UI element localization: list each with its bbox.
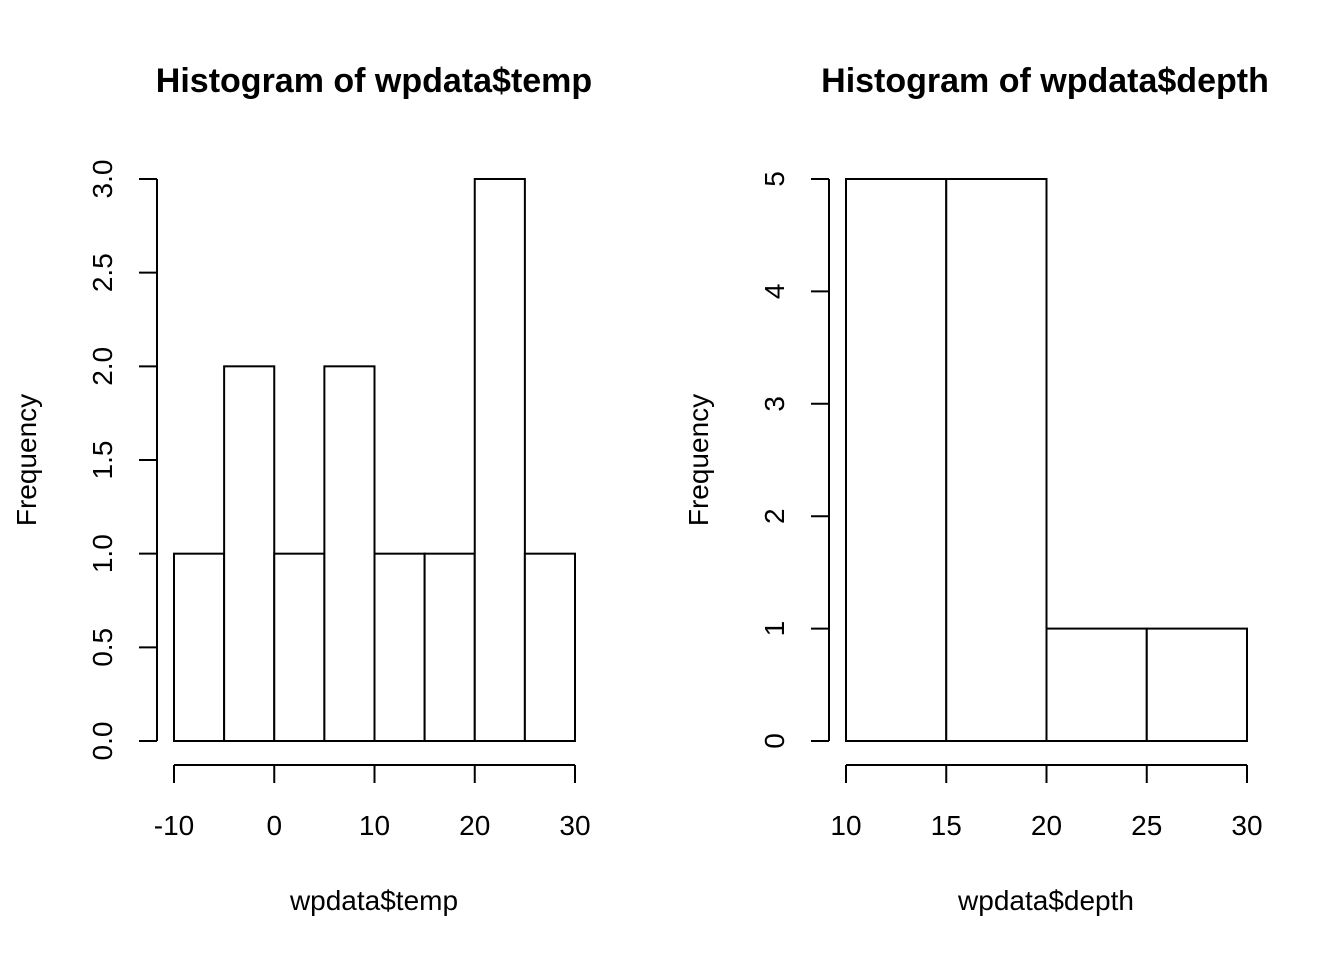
y-tick-label: 1.5 bbox=[87, 441, 118, 480]
histogram-bar-0 bbox=[173, 552, 226, 743]
y-axis: 0.0 0.5 1.0 1.5 2.0 2.5 3.0 bbox=[87, 160, 158, 761]
x-tick-label: 20 bbox=[459, 810, 490, 841]
histogram-bar-5 bbox=[423, 552, 476, 743]
y-axis-label: Frequency bbox=[11, 394, 42, 526]
x-tick-label: 25 bbox=[1131, 810, 1162, 841]
depth-histogram-panel: Histogram of wpdata$depth wpdata$depth F… bbox=[683, 62, 1269, 916]
y-tick-label: 2.5 bbox=[87, 253, 118, 292]
histogram-bar-4 bbox=[373, 552, 426, 743]
histogram-bar-3 bbox=[323, 365, 376, 742]
histogram-bar-1 bbox=[945, 178, 1048, 742]
histogram-bar-0 bbox=[845, 178, 948, 742]
histogram-bar-6 bbox=[473, 178, 526, 742]
x-axis-label: wpdata$temp bbox=[289, 885, 458, 916]
x-axis: -10 0 10 20 30 bbox=[154, 764, 591, 841]
x-tick-label: -10 bbox=[154, 810, 194, 841]
temp-histogram-panel: Histogram of wpdata$temp wpdata$temp Fre… bbox=[11, 62, 592, 916]
y-tick-label: 0 bbox=[759, 733, 790, 749]
y-tick-label: 1 bbox=[759, 621, 790, 637]
bars bbox=[845, 178, 1248, 742]
x-tick-label: 30 bbox=[559, 810, 590, 841]
x-tick-label: 10 bbox=[359, 810, 390, 841]
y-tick-label: 3 bbox=[759, 396, 790, 412]
histogram-bar-1 bbox=[223, 365, 276, 742]
x-tick-label: 0 bbox=[266, 810, 282, 841]
x-tick-label: 20 bbox=[1031, 810, 1062, 841]
chart-title: Histogram of wpdata$depth bbox=[821, 62, 1269, 100]
y-tick-label: 2 bbox=[759, 508, 790, 524]
y-tick-label: 0.0 bbox=[87, 722, 118, 761]
y-tick-label: 4 bbox=[759, 284, 790, 300]
y-axis: 0 1 2 3 4 5 bbox=[759, 171, 830, 749]
x-axis: 10 15 20 25 30 bbox=[830, 764, 1263, 841]
y-tick-label: 3.0 bbox=[87, 160, 118, 199]
x-tick-label: 30 bbox=[1231, 810, 1262, 841]
y-tick-label: 5 bbox=[759, 171, 790, 187]
histogram-bar-7 bbox=[523, 552, 576, 743]
y-axis-label: Frequency bbox=[683, 394, 714, 526]
y-tick-label: 1.0 bbox=[87, 534, 118, 573]
bars bbox=[173, 178, 576, 743]
x-tick-label: 10 bbox=[830, 810, 861, 841]
x-axis-label: wpdata$depth bbox=[957, 885, 1134, 916]
histogram-bar-2 bbox=[1045, 627, 1148, 742]
histogram-bar-2 bbox=[273, 552, 326, 743]
histogram-bar-3 bbox=[1145, 627, 1248, 742]
x-tick-label: 15 bbox=[931, 810, 962, 841]
y-tick-label: 0.5 bbox=[87, 628, 118, 667]
y-tick-label: 2.0 bbox=[87, 347, 118, 386]
chart-title: Histogram of wpdata$temp bbox=[156, 62, 592, 100]
